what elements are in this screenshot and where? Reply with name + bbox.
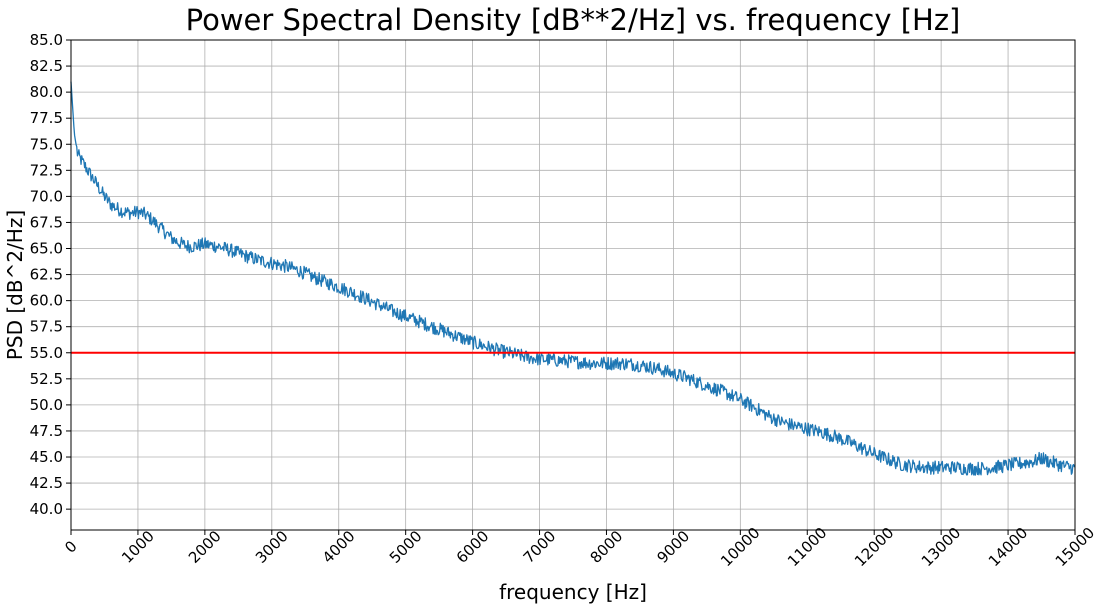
- y-tick-label: 45.0: [30, 448, 63, 466]
- chart-title: Power Spectral Density [dB**2/Hz] vs. fr…: [186, 3, 961, 37]
- y-tick-label: 65.0: [30, 240, 63, 258]
- y-tick-label: 82.5: [30, 57, 63, 75]
- y-tick-label: 50.0: [30, 396, 63, 414]
- series-layer: [70, 81, 1076, 476]
- y-axis-label: PSD [dB^2/Hz]: [3, 210, 27, 360]
- y-tick-label: 55.0: [30, 344, 63, 362]
- y-tick-label: 60.0: [30, 292, 63, 310]
- y-tick-label: 47.5: [30, 422, 63, 440]
- y-tick-label: 67.5: [30, 213, 63, 231]
- y-tick-label: 62.5: [30, 266, 63, 284]
- y-tick-label: 40.0: [30, 500, 63, 518]
- y-tick-label: 75.0: [30, 135, 63, 153]
- y-tick-label: 85.0: [30, 31, 63, 49]
- psd-series-line: [70, 81, 1076, 476]
- x-axis-label: frequency [Hz]: [499, 580, 647, 604]
- y-tick-label: 77.5: [30, 109, 63, 127]
- plot-area-frame: [70, 39, 1076, 531]
- y-tick-label: 57.5: [30, 318, 63, 336]
- y-tick-label: 42.5: [30, 474, 63, 492]
- y-axis-ticks: 40.0 42.5 45.0 47.5 50.0 52.5 55.0 57.5 60.0 62.5…: [30, 31, 71, 518]
- y-tick-label: 52.5: [30, 370, 63, 388]
- y-tick-label: 72.5: [30, 161, 63, 179]
- y-tick-label: 80.0: [30, 83, 63, 101]
- y-tick-label: 70.0: [30, 187, 63, 205]
